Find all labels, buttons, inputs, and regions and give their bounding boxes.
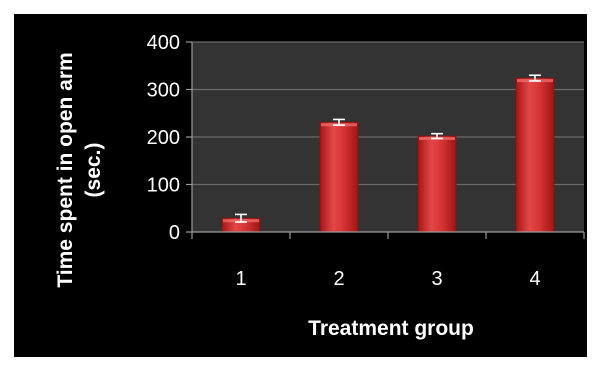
y-tick-label: 100 (147, 175, 180, 197)
bar-2 (319, 121, 359, 233)
y-tick-label: 0 (169, 222, 180, 244)
error-bars (235, 74, 541, 223)
x-axis-title: Treatment group (308, 317, 474, 340)
y-axis-title-line2: (sec.) (82, 143, 105, 198)
y-tick-label: 400 (147, 32, 180, 54)
y-tick-label: 300 (147, 80, 180, 102)
bar-3 (417, 135, 457, 233)
x-tick-label: 3 (431, 268, 442, 290)
y-axis-title-line1: Time spent in open arm (54, 52, 77, 287)
x-tick-label: 4 (529, 268, 540, 290)
x-tick-label: 2 (333, 268, 344, 290)
x-axis-ticks: 1 2 3 4 (191, 232, 585, 290)
bar-4 (515, 77, 555, 233)
y-axis-ticks: 0 100 200 300 400 (147, 32, 193, 244)
y-tick-label: 200 (147, 127, 180, 149)
x-tick-label: 1 (235, 268, 246, 290)
